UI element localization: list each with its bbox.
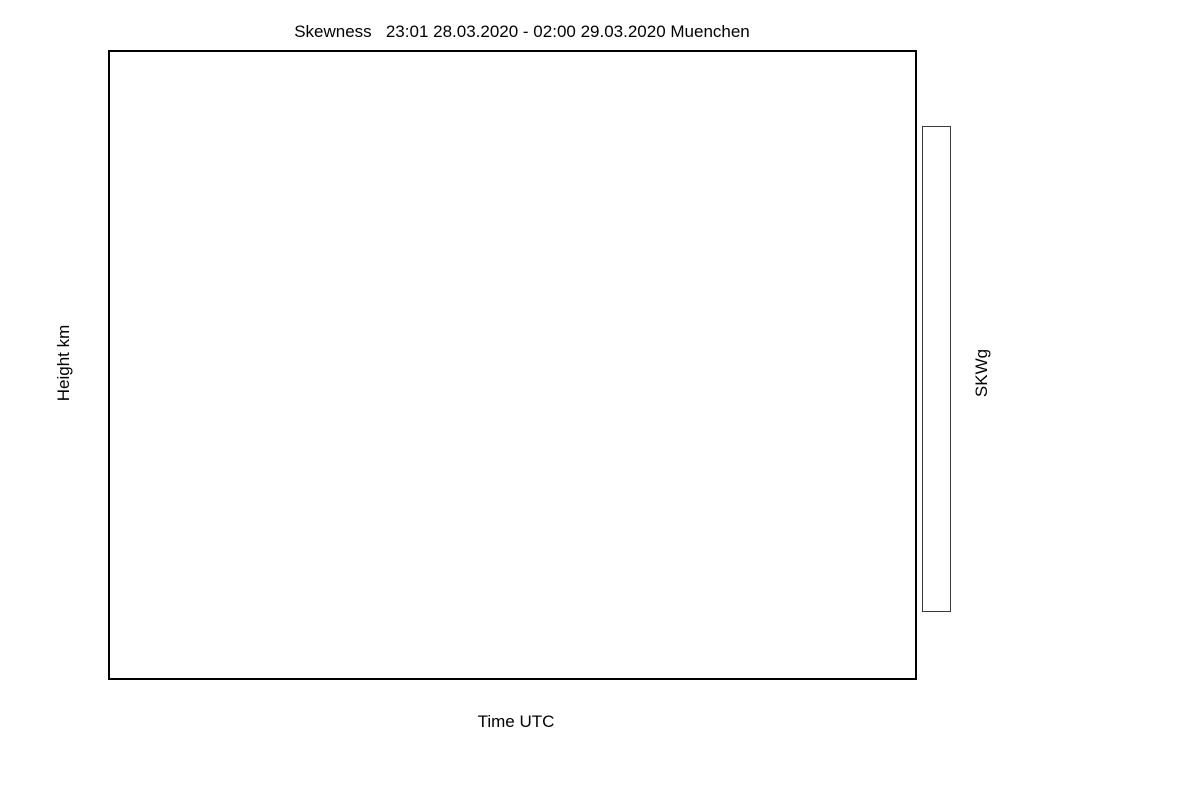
heatmap-canvas — [110, 52, 915, 678]
colorbar — [922, 126, 951, 612]
colorbar-gradient — [923, 127, 950, 611]
colorbar-label: SKWg — [972, 348, 991, 398]
x-axis-label: Time UTC — [477, 712, 555, 731]
y-axis-label: Height km — [54, 324, 73, 402]
chart-title: Skewness 23:01 28.03.2020 - 02:00 29.03.… — [294, 22, 750, 41]
plot-frame — [108, 50, 917, 680]
